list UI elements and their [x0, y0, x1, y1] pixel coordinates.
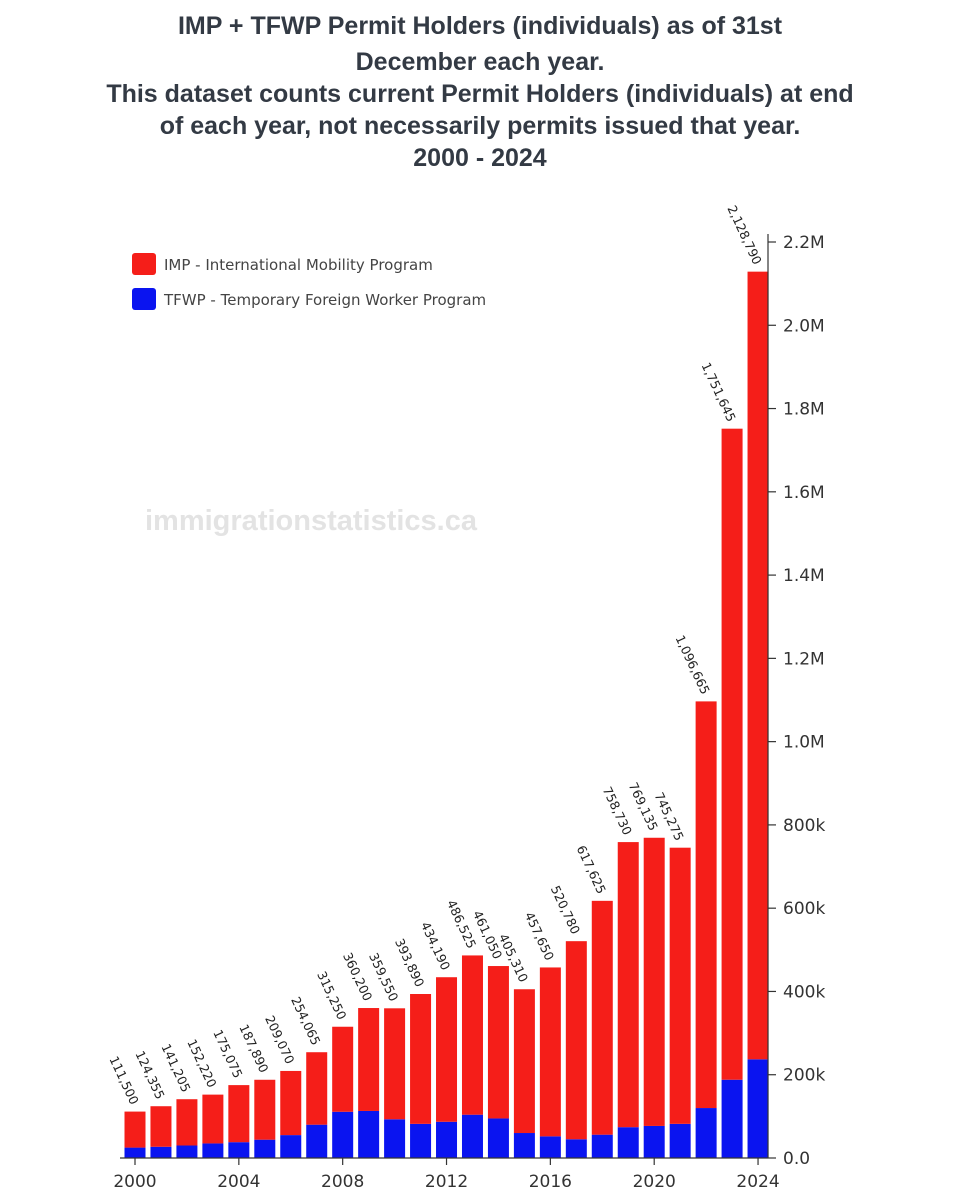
bar-tfwp-2019	[617, 1127, 639, 1158]
x-tick-label-2008: 2008	[321, 1172, 364, 1192]
bar-imp-2013	[461, 955, 483, 1115]
x-tick-label-2020: 2020	[633, 1172, 676, 1192]
total-label-2024: 2,128,790	[724, 203, 765, 267]
bar-imp-2004	[228, 1085, 250, 1143]
bar-tfwp-2006	[280, 1135, 302, 1158]
y-tick-label-10: 2.0M	[783, 316, 825, 336]
y-tick-label-3: 600k	[783, 899, 825, 919]
total-label-2022: 1,096,665	[673, 633, 713, 697]
total-label-2016: 457,650	[522, 910, 557, 963]
bar-imp-2022	[695, 701, 717, 1109]
total-label-2013: 486,525	[444, 897, 479, 950]
bar-tfwp-2010	[384, 1119, 406, 1158]
chart-title-line-3: This dataset counts current Permit Holde…	[106, 80, 853, 108]
bar-imp-2007	[306, 1052, 328, 1125]
bar-tfwp-2020	[643, 1125, 665, 1158]
bar-imp-2016	[539, 967, 561, 1137]
bar-imp-2000	[124, 1111, 146, 1148]
bar-imp-2015	[513, 989, 535, 1134]
x-tick-label-2016: 2016	[529, 1172, 572, 1192]
bar-tfwp-2003	[202, 1143, 224, 1158]
total-label-2023: 1,751,645	[698, 360, 738, 424]
bar-imp-2023	[721, 428, 743, 1080]
bar-tfwp-2013	[461, 1114, 483, 1158]
legend-label-2: TFWP - Temporary Foreign Worker Program	[163, 291, 486, 309]
total-label-2011: 393,890	[392, 936, 427, 989]
bar-tfwp-2012	[436, 1121, 458, 1158]
bar-imp-2011	[410, 994, 432, 1124]
total-label-2017: 520,780	[548, 883, 583, 936]
total-label-2018: 617,625	[574, 843, 609, 896]
bar-tfwp-2024	[747, 1059, 769, 1158]
total-label-2008: 315,250	[314, 969, 349, 1022]
bar-imp-2012	[436, 977, 458, 1122]
bar-tfwp-2015	[513, 1133, 535, 1158]
bar-imp-2006	[280, 1070, 302, 1136]
y-tick-label-4: 800k	[783, 816, 825, 836]
x-tick-label-2024: 2024	[736, 1172, 779, 1192]
bar-imp-2008	[332, 1026, 354, 1112]
chart-title-line-1: IMP + TFWP Permit Holders (individuals) …	[178, 12, 783, 40]
bar-imp-2005	[254, 1079, 276, 1140]
bar-imp-2003	[202, 1094, 224, 1144]
bar-tfwp-2017	[565, 1139, 587, 1158]
bar-tfwp-2021	[669, 1123, 691, 1158]
y-tick-label-0: 0.0	[783, 1149, 810, 1169]
y-tick-label-5: 1.0M	[783, 733, 825, 753]
bar-imp-2010	[384, 1008, 406, 1120]
bar-tfwp-2016	[539, 1136, 561, 1158]
bar-tfwp-2023	[721, 1079, 743, 1158]
total-label-2007: 254,065	[288, 994, 323, 1047]
bar-imp-2019	[617, 842, 639, 1128]
bar-imp-2017	[565, 941, 587, 1140]
bar-tfwp-2002	[176, 1145, 198, 1158]
bar-tfwp-2001	[150, 1146, 172, 1158]
chart-title-line-2: December each year.	[356, 48, 605, 76]
bar-imp-2020	[643, 837, 665, 1126]
y-tick-label-11: 2.2M	[783, 233, 825, 253]
bar-tfwp-2009	[358, 1110, 380, 1158]
bar-imp-2024	[747, 271, 769, 1060]
x-tick-label-2004: 2004	[217, 1172, 260, 1192]
y-tick-label-9: 1.8M	[783, 400, 825, 420]
bar-tfwp-2018	[591, 1134, 613, 1158]
bar-tfwp-2022	[695, 1108, 717, 1158]
legend-label-1: IMP - International Mobility Program	[164, 256, 433, 274]
y-tick-label-8: 1.6M	[783, 483, 825, 503]
chart-title-line-4: of each year, not necessarily permits is…	[160, 112, 801, 140]
legend-swatch-2	[132, 288, 156, 310]
bar-tfwp-2014	[487, 1118, 509, 1158]
bar-tfwp-2000	[124, 1147, 146, 1158]
bar-tfwp-2005	[254, 1139, 276, 1158]
x-tick-label-2000: 2000	[113, 1172, 156, 1192]
bar-tfwp-2007	[306, 1124, 328, 1158]
total-label-2012: 434,190	[418, 919, 453, 972]
x-tick-label-2012: 2012	[425, 1172, 468, 1192]
bar-imp-2009	[358, 1008, 380, 1111]
bar-tfwp-2011	[410, 1123, 432, 1158]
y-tick-label-7: 1.4M	[783, 566, 825, 586]
bar-imp-2014	[487, 966, 509, 1119]
bar-imp-2018	[591, 900, 613, 1135]
y-tick-label-1: 200k	[783, 1066, 825, 1086]
y-tick-label-2: 400k	[783, 982, 825, 1002]
bar-imp-2001	[150, 1106, 172, 1147]
legend-swatch-1	[132, 253, 156, 275]
bar-tfwp-2004	[228, 1142, 250, 1158]
y-tick-label-6: 1.2M	[783, 649, 825, 669]
bar-tfwp-2008	[332, 1111, 354, 1158]
watermark-text: immigrationstatistics.ca	[145, 505, 478, 537]
bar-imp-2021	[669, 847, 691, 1124]
bar-imp-2002	[176, 1099, 198, 1146]
chart-title-line-5: 2000 - 2024	[413, 144, 547, 172]
